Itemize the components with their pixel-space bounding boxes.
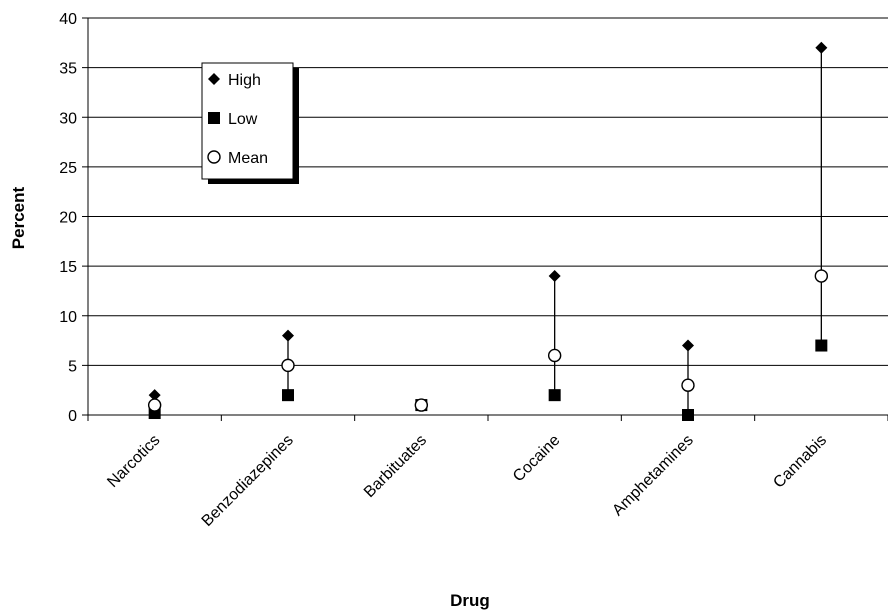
x-category-label: Benzodiazepines bbox=[199, 432, 297, 530]
high-point bbox=[815, 41, 828, 54]
y-tick-label: 20 bbox=[59, 210, 77, 227]
y-tick-label: 10 bbox=[59, 309, 77, 326]
mean-point bbox=[814, 269, 829, 283]
x-category-label: Amphetamines bbox=[609, 432, 696, 519]
x-axis-title: Drug bbox=[450, 591, 490, 610]
mean-point bbox=[681, 378, 695, 392]
legend-label-high: High bbox=[228, 72, 261, 89]
legend-label-mean: Mean bbox=[228, 150, 268, 167]
low-point bbox=[282, 389, 294, 402]
y-tick-label: 25 bbox=[59, 160, 77, 177]
y-axis-ticks: 0 5 10 15 20 25 30 35 40 bbox=[59, 11, 88, 425]
y-axis-title: Percent bbox=[9, 186, 28, 249]
low-point bbox=[815, 339, 828, 352]
x-category-label: Cocaine bbox=[510, 432, 564, 486]
mean-point bbox=[414, 398, 429, 412]
mean-point bbox=[281, 358, 295, 373]
high-point bbox=[682, 339, 694, 352]
mean-point bbox=[147, 398, 162, 412]
low-point bbox=[682, 409, 694, 421]
data-points bbox=[147, 41, 829, 421]
y-tick-label: 15 bbox=[59, 259, 77, 276]
x-category-label: Narcotics bbox=[104, 432, 163, 491]
legend-marker-high bbox=[208, 73, 220, 85]
legend-marker-low bbox=[208, 112, 220, 124]
x-category-label: Cannabis bbox=[770, 432, 830, 492]
low-point bbox=[548, 389, 561, 402]
mean-point bbox=[547, 348, 562, 363]
high-point bbox=[148, 389, 161, 402]
x-category-label: Barbituates bbox=[361, 432, 430, 501]
y-tick-label: 5 bbox=[68, 358, 77, 375]
y-tick-label: 40 bbox=[59, 11, 77, 28]
high-point bbox=[282, 329, 294, 342]
y-tick-label: 30 bbox=[59, 110, 77, 127]
legend: High Low Mean bbox=[201, 62, 299, 184]
legend-marker-mean bbox=[207, 150, 221, 164]
legend-label-low: Low bbox=[228, 111, 258, 128]
y-tick-label: 35 bbox=[59, 61, 77, 78]
high-point bbox=[548, 270, 561, 283]
y-tick-label: 0 bbox=[68, 408, 77, 425]
